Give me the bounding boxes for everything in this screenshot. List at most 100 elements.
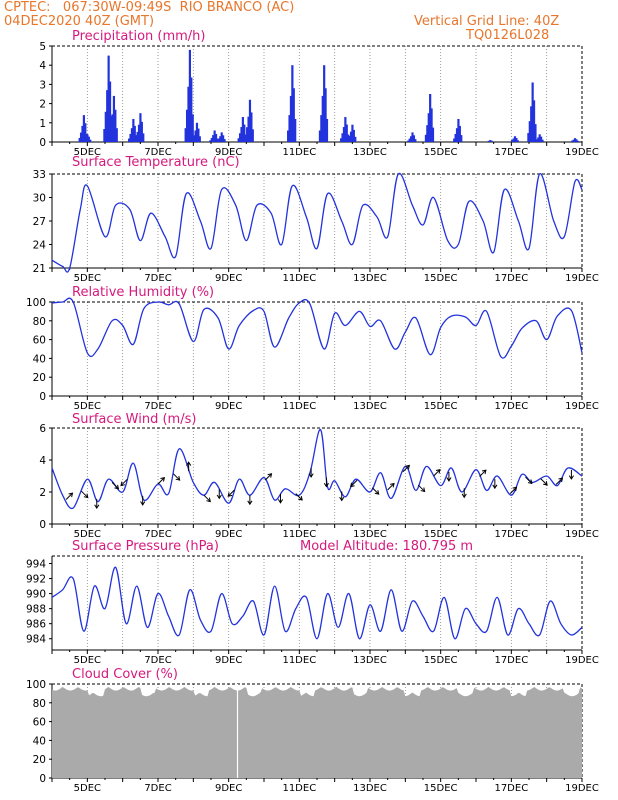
precip-bar [209,140,212,142]
precip-bar [251,129,254,142]
x-tick-label: 7DEC [144,783,171,794]
precip-bar [213,130,216,142]
wind-arrow [350,479,358,487]
precip-bar [106,90,109,142]
precip-bar [292,88,295,142]
wind-arrow [203,494,211,502]
precip-bar [409,136,413,142]
wind-arrow [479,469,487,477]
wind-arrow-head [94,504,100,510]
precip-bar [320,115,323,142]
precip-bar [139,113,142,142]
x-tick-label: 5DEC [74,273,101,284]
precip-bar [535,139,538,142]
x-tick-label: 17DEC [494,273,528,284]
y-tick-label: 20 [33,372,46,384]
precip-bar [513,136,517,142]
precip-bar [114,109,117,142]
precip-bar [82,140,85,142]
series-line [51,566,583,640]
x-tick-label: 13DEC [353,273,387,284]
precip-bar [216,138,219,142]
precip-bar [414,139,417,142]
x-tick-label: 7DEC [144,273,171,284]
x-tick-label: 7DEC [144,529,171,540]
wind-arrow [227,489,235,497]
precip-bar [197,128,200,142]
cloud-area [52,686,582,778]
precip-bar [532,100,536,142]
precip-bar [460,135,463,142]
wind-arrow [295,493,303,501]
x-tick-label: 15DEC [424,273,458,284]
precip-bar [572,139,575,142]
x-tick-label: 15DEC [424,655,458,666]
y-tick-label: 4 [39,455,46,467]
wind-arrow-head [390,482,395,488]
precip-bar [112,95,116,142]
x-tick-label: 17DEC [494,401,528,412]
x-tick-label: 19DEC [565,147,599,158]
precip-bar [240,127,243,142]
wind-arrow [157,477,165,485]
precip-bar [142,133,145,142]
precip-bar [185,109,189,142]
precip-bar [86,134,89,142]
wind-arrow-head [160,476,166,482]
precip-bar [190,77,193,142]
precip-bar [133,125,136,142]
precip-bar [289,95,293,142]
wind-arrow-head [247,500,253,506]
panel-2: 21 24 27 30 33 5DEC 7DEC 9DEC 11DEC 13DEC 15DEC 17D… [33,155,599,284]
y-tick-label: 0 [39,519,46,531]
wind-arrow [540,478,548,486]
precip-bar [81,125,84,142]
wind-arrow [111,482,119,490]
x-tick-label: 13DEC [353,783,387,794]
panel-1: 0 1 2 3 4 5 5DEC 7DEC 9DEC 11DEC 13DEC 15DEC 17DEC 19… [39,29,599,158]
header-location: CPTEC: 067:30W-09:49S RIO BRANCO (AC) [4,0,295,15]
precip-bar [541,139,544,142]
x-tick-label: 9DEC [215,783,242,794]
precip-bar [82,115,85,142]
precip-bar [136,131,139,142]
precip-bar [407,140,410,142]
x-tick-label: 17DEC [494,147,528,158]
wind-arrow [509,486,517,494]
precip-bar [132,118,135,142]
precip-bar [79,132,83,142]
precip-bar [217,138,220,142]
y-tick-label: 994 [26,559,46,571]
precip-bar [130,128,134,142]
precip-bar [129,133,132,142]
wind-arrow [120,478,128,486]
wind-arrow [172,473,181,481]
precip-bar [430,108,433,142]
wind-arrow-head [527,479,533,485]
precip-bar [426,125,429,142]
precip-bar [324,88,327,142]
x-tick-label: 15DEC [424,529,458,540]
precip-bar [187,86,190,142]
y-tick-label: 986 [26,619,46,631]
x-tick-label: 7DEC [144,655,171,666]
y-tick-label: 992 [26,574,46,586]
wind-arrow [402,465,410,473]
precip-bar [291,65,294,142]
precip-bar [534,124,537,142]
x-tick-label: 13DEC [353,529,387,540]
wind-arrow [525,476,533,484]
precip-bar [424,134,428,142]
wind-arrow-head [114,484,120,490]
wind-arrow-head [267,473,273,478]
header-grid-line: Vertical Grid Line: 40Z [414,14,560,29]
x-tick-label: 9DEC [215,147,242,158]
wind-arrow [65,492,73,500]
wind-arrow-head [308,473,314,478]
wind-arrow [555,477,563,485]
precip-bar [512,138,515,142]
precip-bar [412,135,416,142]
x-tick-label: 19DEC [565,273,599,284]
precip-bar [135,137,138,142]
panel-title: Surface Wind (m/s) [72,412,196,427]
